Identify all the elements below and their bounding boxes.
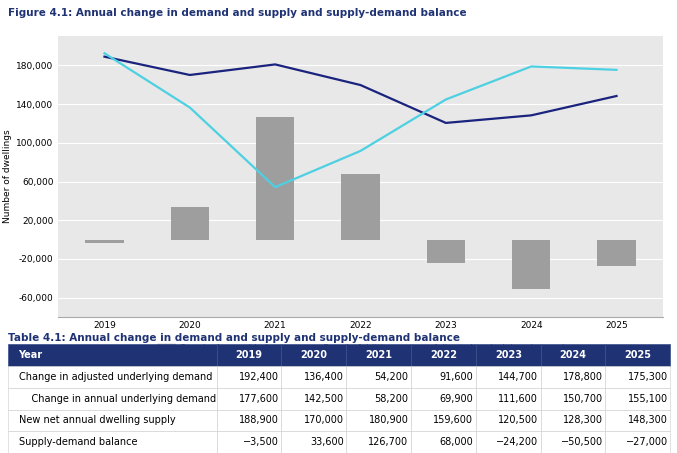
- Supply Additions: [271, 62, 279, 67]
- Bar: [341, 174, 380, 240]
- Supply Additions: [100, 54, 108, 59]
- Adjusted underlying demand: [357, 148, 365, 154]
- Line: Supply Additions: Supply Additions: [104, 57, 617, 123]
- Bar: [512, 240, 550, 289]
- Adjusted underlying demand: [100, 51, 108, 56]
- Adjusted underlying demand: [613, 67, 621, 72]
- Y-axis label: Number of dwellings: Number of dwellings: [3, 130, 12, 223]
- Adjusted underlying demand: [271, 184, 279, 190]
- Supply Additions: [527, 113, 536, 118]
- Bar: [427, 240, 465, 263]
- Line: Adjusted underlying demand: Adjusted underlying demand: [104, 53, 617, 187]
- Bar: [597, 240, 636, 266]
- Text: Table 4.1: Annual change in demand and supply and supply-demand balance: Table 4.1: Annual change in demand and s…: [8, 333, 460, 343]
- Adjusted underlying demand: [527, 64, 536, 69]
- Bar: [85, 240, 124, 243]
- Bar: [256, 117, 294, 240]
- Adjusted underlying demand: [442, 97, 450, 102]
- Adjusted underlying demand: [185, 105, 194, 110]
- Supply Additions: [185, 72, 194, 78]
- Bar: [171, 207, 209, 240]
- Supply Additions: [357, 82, 365, 88]
- Text: Figure 4.1: Annual change in demand and supply and supply-demand balance: Figure 4.1: Annual change in demand and …: [8, 8, 466, 18]
- Supply Additions: [613, 93, 621, 99]
- Supply Additions: [442, 120, 450, 125]
- Legend: Supply-demand balance, Supply Additions, Adjusted underlying demand: Supply-demand balance, Supply Additions,…: [154, 340, 567, 356]
